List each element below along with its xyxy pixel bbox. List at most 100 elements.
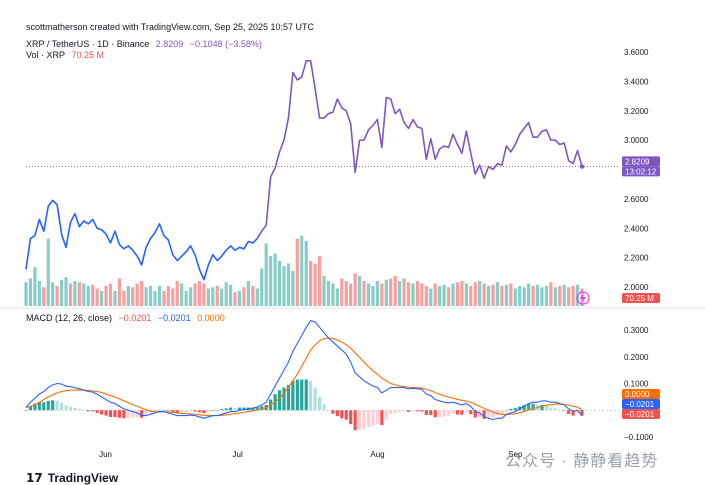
macd-histogram-bar xyxy=(184,410,188,413)
volume-bar xyxy=(522,287,526,306)
macd-histogram-bar xyxy=(317,396,322,411)
volume-bar xyxy=(562,284,566,306)
volume-bar xyxy=(331,283,335,306)
time-axis-tick: Aug xyxy=(370,450,384,459)
volume-bar xyxy=(469,286,473,306)
volume-bar xyxy=(77,282,81,306)
macd-histogram-bar xyxy=(295,379,299,411)
volume-badge: 70.25 M xyxy=(625,294,654,303)
volume-bar xyxy=(482,283,486,306)
volume-bar xyxy=(389,278,393,306)
volume-bar xyxy=(224,282,228,306)
macd-histogram-bar xyxy=(451,410,455,415)
macd-histogram-bar xyxy=(567,410,571,414)
watermark-text: 公众号 · 静静看趋势 xyxy=(505,453,659,470)
volume-bar xyxy=(460,281,464,306)
macd-hist-badge-bg xyxy=(622,409,660,419)
volume-bar xyxy=(491,284,495,306)
symbol-name[interactable]: XRP / TetherUS · 1D · Binance xyxy=(26,39,150,49)
volume-bar xyxy=(375,281,379,306)
volume-bar xyxy=(531,286,535,306)
volume-bar xyxy=(95,288,99,306)
volume-bar xyxy=(478,281,482,306)
volume-bar xyxy=(349,283,353,306)
volume-bar xyxy=(33,267,37,306)
macd-histogram-bar xyxy=(188,410,193,412)
macd-histogram-bar xyxy=(371,410,375,426)
volume-bar xyxy=(113,291,117,306)
volume-bar xyxy=(451,283,455,306)
macd-histogram-bar xyxy=(571,410,575,416)
macd-histogram-bar xyxy=(553,408,557,411)
tradingview-logo[interactable]: 𝟭𝟳 TradingView xyxy=(26,471,118,485)
macd-histogram-bar xyxy=(95,410,99,413)
macd-histogram-bar xyxy=(331,410,335,414)
volume-bar xyxy=(558,286,562,306)
volume-bar xyxy=(215,286,219,306)
volume-bar xyxy=(398,281,402,306)
time-axis-tick: Sep xyxy=(508,450,523,459)
macd-histogram-bar xyxy=(549,407,553,411)
volume-bar xyxy=(513,288,517,306)
last-price-dot xyxy=(579,164,585,169)
volume-bar xyxy=(300,236,304,306)
macd-histogram-bar xyxy=(509,408,513,411)
macd-histogram-bar xyxy=(353,410,357,431)
macd-histogram-bar xyxy=(166,410,170,412)
volume-label[interactable]: Vol · XRP xyxy=(26,50,66,60)
countdown-badge-bg xyxy=(622,166,660,177)
volume-bar xyxy=(260,268,264,306)
volume-bar xyxy=(171,288,175,306)
volume-bar xyxy=(73,281,77,306)
macd-histogram-bar xyxy=(251,407,255,411)
tv-logo-icon: 𝟭𝟳 xyxy=(26,471,43,485)
macd-histogram-bar xyxy=(393,410,397,413)
lightning-icon[interactable] xyxy=(576,291,590,305)
price-axis-tick: 2.0000 xyxy=(624,283,649,292)
macd-histogram-bar xyxy=(531,403,535,411)
volume-bar xyxy=(371,286,375,306)
volume-bar xyxy=(197,281,202,306)
macd-histogram-bar xyxy=(398,410,402,412)
macd-legend: MACD (12, 26, close) −0.0201 −0.0201 0.0… xyxy=(26,313,225,323)
volume-bars xyxy=(24,236,584,306)
volume-bar xyxy=(64,277,68,306)
macd-histogram-bar xyxy=(469,410,473,415)
macd-histogram-bar xyxy=(131,410,135,418)
macd-histogram-bar xyxy=(113,410,117,417)
macd-histogram-bar xyxy=(51,400,55,411)
macd-histogram-bar xyxy=(562,410,566,411)
volume-bar xyxy=(295,238,299,306)
macd-histogram-bar xyxy=(446,410,451,416)
volume-bar xyxy=(157,286,162,306)
macd-histogram-bar xyxy=(242,407,246,411)
volume-bar xyxy=(193,283,197,306)
macd-label[interactable]: MACD (12, 26, close) xyxy=(26,313,113,323)
volume-bar xyxy=(567,287,571,306)
volume-bar xyxy=(549,282,553,306)
macd-histogram-bar xyxy=(438,410,442,417)
macd-histogram-bar xyxy=(411,410,415,412)
macd-histogram-bar xyxy=(135,410,139,417)
volume-bar xyxy=(429,288,433,306)
price-line xyxy=(25,60,620,281)
price-badge-bg xyxy=(622,156,660,167)
volume-bar xyxy=(91,284,95,306)
macd-histogram-bar xyxy=(473,410,477,418)
volume-bar xyxy=(188,287,193,306)
macd-line-badge-bg xyxy=(622,399,660,409)
macd-histogram-bar xyxy=(202,410,206,414)
volume-bar xyxy=(68,283,73,306)
volume-bar xyxy=(153,291,157,306)
volume-bar xyxy=(255,288,259,306)
macd-histogram-bar xyxy=(291,380,295,411)
volume-bar xyxy=(184,291,188,306)
macd-histogram-bar xyxy=(175,410,179,413)
price-axis-tick: 3.2000 xyxy=(624,107,649,116)
volume-bar xyxy=(166,286,170,306)
volume-bar xyxy=(229,284,233,306)
volume-bar xyxy=(251,286,255,306)
volume-bar xyxy=(313,263,317,306)
price-axis-tick: 2.4000 xyxy=(624,224,649,233)
